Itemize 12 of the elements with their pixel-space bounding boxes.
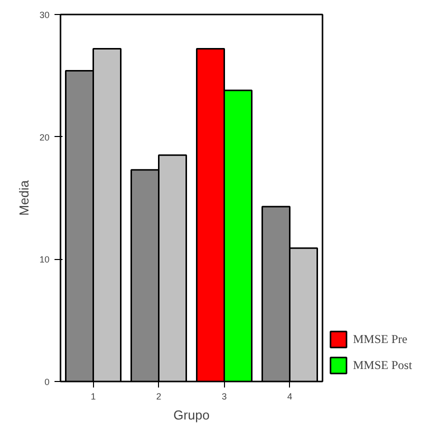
x-tick-label: 1 (90, 392, 96, 402)
legend-label: MMSE Post (353, 358, 412, 372)
x-tick-label: 3 (222, 392, 227, 402)
y-tick-label: 10 (39, 254, 50, 265)
x-axis-title: Grupo (173, 408, 210, 422)
y-axis-title: Media (16, 180, 32, 216)
x-tick-label: 4 (287, 392, 292, 402)
y-tick-label: 0 (44, 377, 50, 387)
x-tick-label: 2 (156, 392, 162, 402)
y-tick-label: 30 (39, 10, 50, 20)
legend-label: MMSE Pre (353, 332, 408, 346)
y-tick-label: 20 (39, 132, 50, 142)
